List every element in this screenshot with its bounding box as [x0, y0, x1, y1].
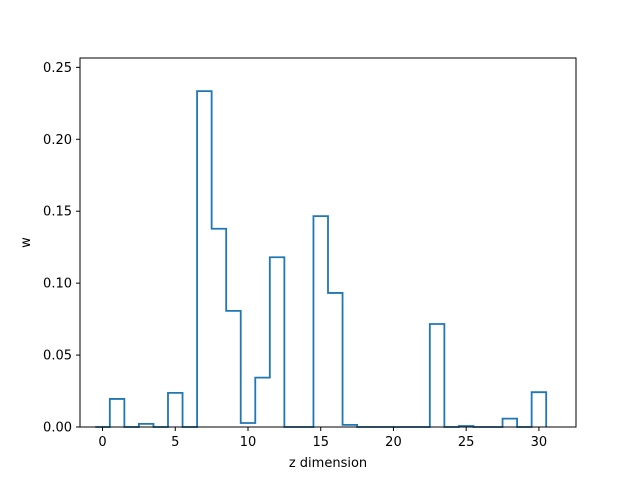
x-axis-label: z dimension: [289, 456, 367, 471]
y-tick-label: 0.15: [43, 205, 72, 220]
bar-bin-30: [532, 392, 547, 427]
y-tick-label: 0.00: [43, 421, 72, 436]
bar-bin-15: [313, 216, 328, 427]
y-tick-label: 0.20: [43, 133, 72, 148]
bar-bin-5: [168, 393, 183, 427]
y-tick-label: 0.25: [43, 61, 72, 76]
x-tick-label: 30: [531, 435, 548, 450]
axes-frame: [79, 57, 577, 428]
x-tick-label: 15: [312, 435, 329, 450]
bar-bin-10: [241, 423, 256, 427]
y-axis-label: w: [19, 237, 34, 248]
bar-bin-23: [430, 324, 445, 427]
bar-bin-12: [270, 257, 285, 427]
x-tick-label: 5: [171, 435, 179, 450]
bar-bin-8: [212, 229, 227, 427]
bar-bin-7: [197, 91, 212, 427]
x-tick-label: 25: [458, 435, 475, 450]
y-tick-label: 0.05: [43, 349, 72, 364]
x-tick-label: 20: [385, 435, 402, 450]
bar-bin-1: [110, 399, 125, 427]
x-tick-label: 0: [98, 435, 106, 450]
axes: 0 5 10 15 20 25 30 0.00 0.05 0.10 0.15 0.20 0.25: [43, 57, 577, 450]
bar-bin-11: [255, 378, 270, 427]
x-tick-label: 10: [240, 435, 257, 450]
bar-bin-9: [226, 311, 241, 427]
bar-bin-28: [503, 419, 518, 427]
y-tick-label: 0.10: [43, 277, 72, 292]
bar-bin-16: [328, 293, 343, 427]
